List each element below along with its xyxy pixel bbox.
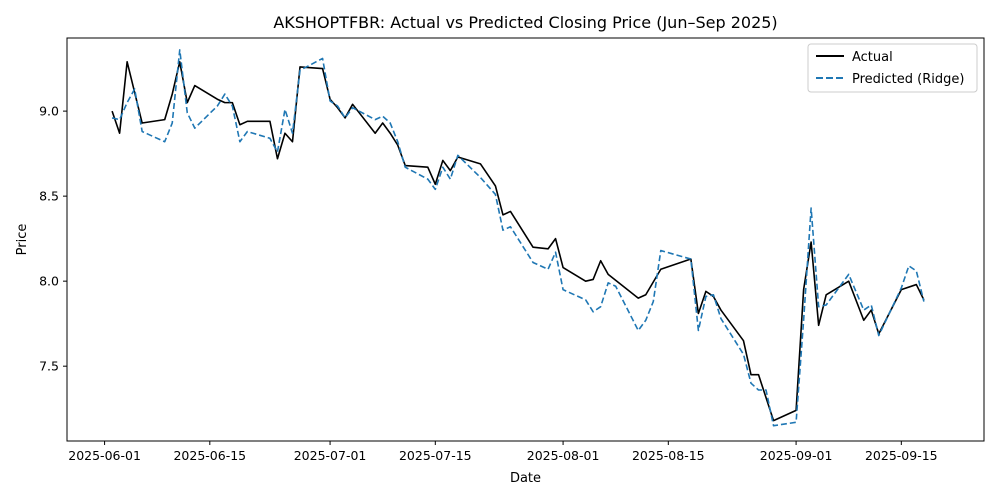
y-tick-label: 7.5 (39, 359, 59, 374)
x-tick-label: 2025-08-15 (632, 448, 705, 463)
x-tick-label: 2025-07-15 (399, 448, 472, 463)
x-tick-label: 2025-09-01 (760, 448, 833, 463)
legend: Actual Predicted (Ridge) (807, 43, 978, 93)
legend-label-predicted: Predicted (Ridge) (852, 72, 964, 87)
ticks-layer: 2025-06-01 2025-06-15 2025-07-01 2025-07-15… (39, 104, 938, 463)
x-tick-label: 2025-06-01 (68, 448, 141, 463)
series-line-predicted (111, 49, 925, 427)
x-axis-label: Date (510, 471, 541, 486)
y-tick-label: 8.0 (39, 274, 59, 289)
x-tick-label: 2025-09-15 (865, 448, 938, 463)
x-tick-label: 2025-08-01 (527, 448, 600, 463)
y-tick-label: 9.0 (39, 104, 59, 119)
x-tick-label: 2025-06-15 (173, 448, 246, 463)
plot-area (67, 38, 984, 441)
chart-title: AKSHOPTFBR: Actual vs Predicted Closing … (273, 13, 777, 32)
legend-label-actual: Actual (852, 50, 893, 65)
y-tick-label: 8.5 (39, 189, 59, 204)
series-line-actual (111, 61, 925, 422)
x-tick-label: 2025-07-01 (294, 448, 367, 463)
y-axis-label: Price (15, 224, 30, 256)
series-layer (111, 49, 925, 427)
legend-box (807, 43, 978, 93)
plot-frame (66, 37, 985, 442)
